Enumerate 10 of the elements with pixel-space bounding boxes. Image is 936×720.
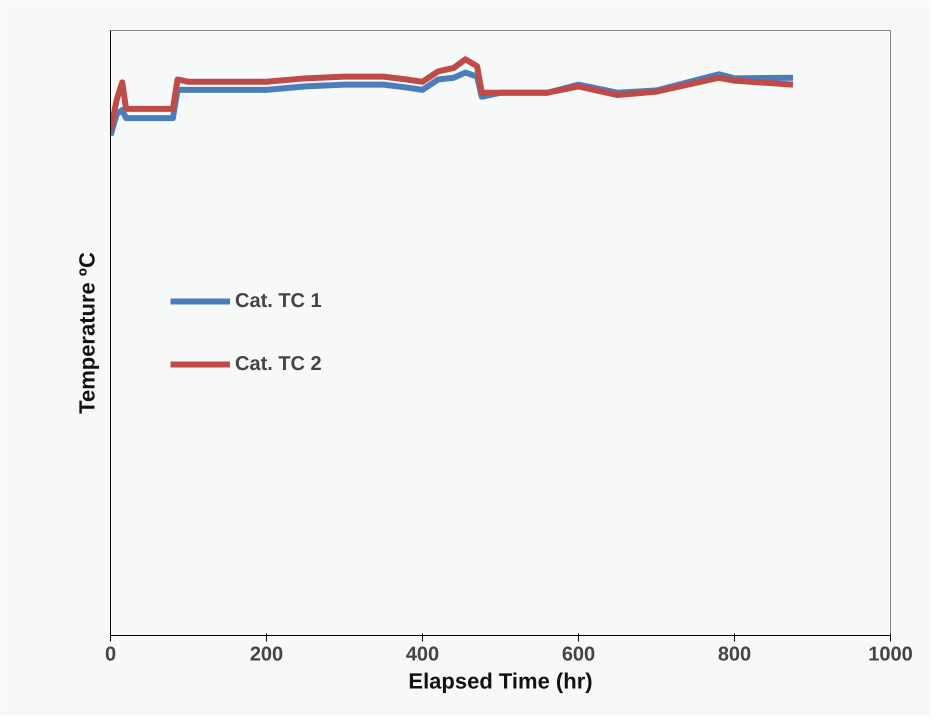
x-tick-label: 800	[718, 644, 752, 666]
x-tick-label: 200	[250, 644, 284, 666]
legend-label: Cat. TC 1	[235, 290, 322, 312]
y-axis-title: Temperature ºC	[74, 252, 100, 414]
legend-label: Cat. TC 2	[235, 352, 322, 376]
x-tick-label: 600	[562, 644, 596, 666]
x-tick-label: 1000	[868, 644, 913, 666]
x-tick-label: 400	[406, 644, 440, 666]
x-tick-label: 0	[104, 644, 116, 666]
x-axis-title: Elapsed Time (hr)	[408, 668, 593, 694]
